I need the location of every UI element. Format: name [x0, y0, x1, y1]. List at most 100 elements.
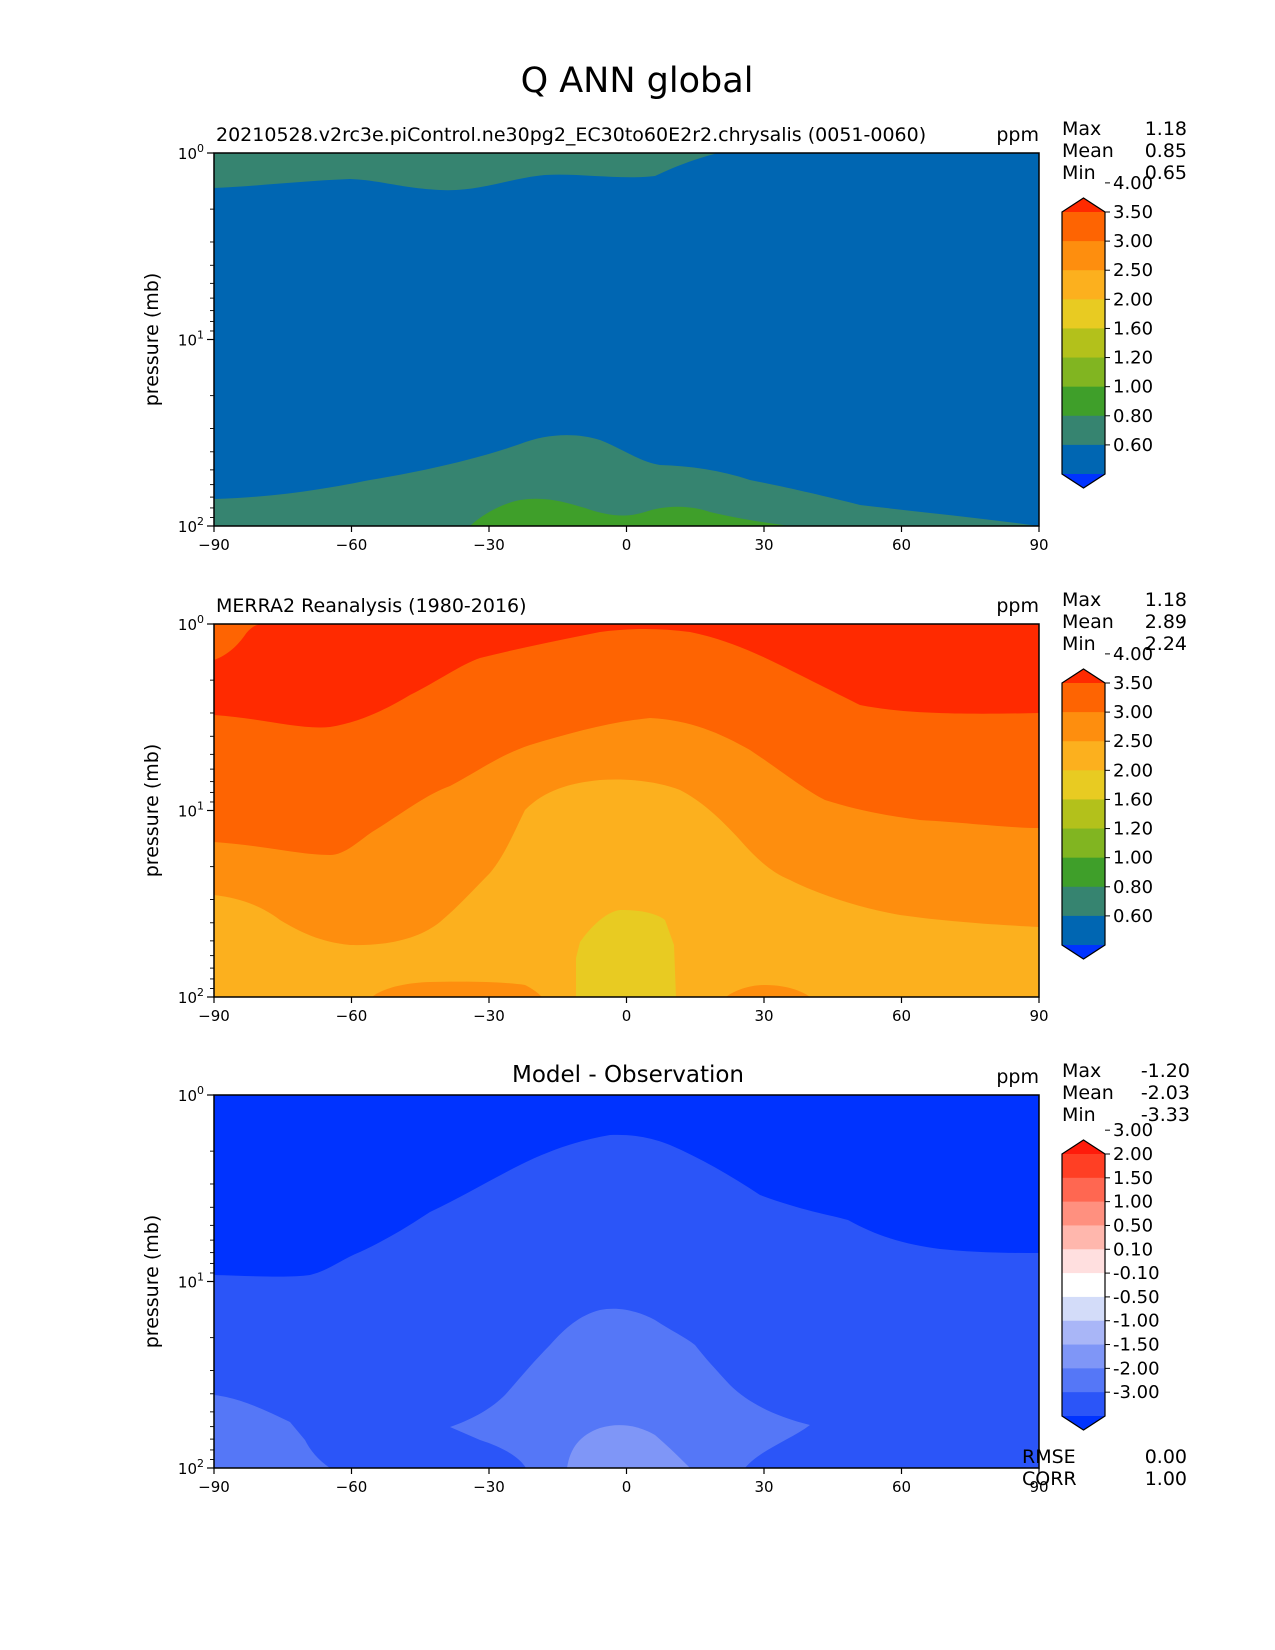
x-tick-label: 90 — [1029, 1478, 1048, 1496]
colorbar-swatch — [1062, 444, 1105, 475]
colorbar-label: 1.20 — [1113, 348, 1153, 369]
colorbar-label: 1.20 — [1113, 819, 1153, 840]
contour-level-3-00-patch-north — [726, 985, 810, 997]
y-tick-label: 101 — [178, 1271, 204, 1292]
stats-block: Max 1.18 Mean 0.85 Min 0.65 — [1062, 118, 1187, 184]
stat-value: 1.18 — [1145, 589, 1187, 611]
colorbar-label: 3.50 — [1113, 202, 1153, 223]
x-tick-label: −60 — [336, 536, 368, 554]
y-axis-label: pressure (mb) — [141, 1215, 163, 1349]
colorbar-extension-min — [1062, 945, 1105, 959]
colorbar-label: 2.50 — [1113, 260, 1153, 281]
y-tick-label: 102 — [178, 515, 204, 536]
colorbar-label: 2.00 — [1113, 760, 1153, 781]
colorbar-label: 0.80 — [1113, 877, 1153, 898]
colorbar-swatch — [1062, 357, 1105, 388]
colorbar-label: -0.50 — [1113, 1287, 1160, 1308]
y-tick-label: 102 — [178, 986, 204, 1007]
colorbar-swatch — [1062, 1320, 1105, 1346]
colorbar-label: 3.00 — [1113, 1120, 1153, 1141]
colorbar-swatch — [1062, 212, 1105, 242]
colorbar-label: -2.00 — [1113, 1358, 1160, 1379]
colorbar-label: 4.00 — [1113, 644, 1153, 665]
colorbar-label: 2.50 — [1113, 731, 1153, 752]
x-tick-label: −90 — [198, 1478, 230, 1496]
colorbar-swatch — [1062, 1225, 1105, 1250]
colorbar-label: 2.00 — [1113, 1144, 1153, 1165]
colorbar-swatch — [1062, 915, 1105, 946]
stat-label: Max — [1062, 589, 1101, 611]
stat-value: 2.24 — [1145, 633, 1187, 655]
x-tick-label: −30 — [473, 1007, 505, 1025]
colorbar-label: 1.60 — [1113, 318, 1153, 339]
contour-field-model — [214, 153, 1039, 526]
y-axis-label: pressure (mb) — [141, 273, 163, 407]
stat-value: -2.03 — [1141, 1082, 1190, 1104]
contour-level-0-80-bottom — [214, 435, 1039, 526]
rmse-label: RMSE — [1022, 1446, 1076, 1468]
colorbar-swatch — [1062, 1154, 1105, 1179]
stats-block: Max -1.20 Mean -2.03 Min -3.33 — [1062, 1060, 1190, 1126]
x-tick-label: −30 — [473, 1478, 505, 1496]
x-tick-label: 60 — [892, 1478, 911, 1496]
stat-label: Mean — [1062, 611, 1114, 633]
corr-label: CORR — [1022, 1468, 1077, 1490]
colorbar-label: -0.10 — [1113, 1263, 1160, 1284]
panel-title-left: MERRA2 Reanalysis (1980-2016) — [216, 595, 527, 617]
x-tick-label: 90 — [1029, 536, 1048, 554]
colorbar-outline — [1061, 197, 1106, 489]
x-tick-label: 30 — [754, 1478, 773, 1496]
x-tick-label: 30 — [754, 536, 773, 554]
panel-model: −90 −60 −30 0 30 60 90 100 101 102 pressure (mb) 2… — [141, 118, 1187, 554]
colorbar-outline — [1061, 668, 1106, 960]
axes-difference: −90 −60 −30 0 30 60 90 100 101 102 pressure (mb) — [141, 1084, 1049, 1496]
colorbar-label: 0.60 — [1113, 435, 1153, 456]
x-tick-label: 60 — [892, 1007, 911, 1025]
x-tick-label: −60 — [336, 1478, 368, 1496]
colorbar-extension-max — [1062, 669, 1105, 683]
colorbar-label: -3.00 — [1113, 1382, 1160, 1403]
contour-level-1-00-bottom — [470, 498, 790, 526]
colorbar-swatch — [1062, 828, 1105, 859]
colorbar-swatch — [1062, 1368, 1105, 1393]
stat-label: Max — [1062, 118, 1101, 140]
colorbar-label: 0.10 — [1113, 1239, 1153, 1260]
colorbar-label: 1.00 — [1113, 848, 1153, 869]
units-label: ppm — [996, 595, 1039, 617]
colorbar-outline — [1061, 1139, 1106, 1431]
stat-label: Min — [1062, 1104, 1096, 1126]
extra-stats-block: RMSE 0.00 CORR 1.00 — [1022, 1446, 1187, 1490]
contour-field-difference — [214, 1095, 1039, 1468]
colorbar-swatch — [1062, 770, 1105, 800]
contour-level-minus-1-50 — [567, 1425, 690, 1468]
x-tick-label: 0 — [622, 1007, 632, 1025]
colorbar-swatch — [1062, 415, 1105, 446]
panel-title-center: Model - Observation — [512, 1062, 744, 1088]
colorbar-swatch — [1062, 1177, 1105, 1203]
colorbar-swatch — [1062, 799, 1105, 830]
y-tick-label: 101 — [178, 800, 204, 821]
colorbar-swatch — [1062, 741, 1105, 771]
y-tick-label: 102 — [178, 1457, 204, 1478]
units-label: ppm — [996, 1066, 1039, 1088]
colorbar-swatch — [1062, 241, 1105, 271]
x-tick-label: 30 — [754, 1007, 773, 1025]
colorbar-difference: -3.00-2.00-1.50-1.00-0.50-0.100.100.501.… — [1061, 1120, 1160, 1431]
colorbar-label: 0.80 — [1113, 406, 1153, 427]
stats-block: Max 1.18 Mean 2.89 Min 2.24 — [1062, 589, 1187, 655]
contour-level-minus-2-00 — [214, 1308, 810, 1468]
colorbar-label: -1.00 — [1113, 1311, 1160, 1332]
colorbar-swatch — [1062, 1344, 1105, 1369]
colorbar-swatch — [1062, 712, 1105, 742]
axes-model: −90 −60 −30 0 30 60 90 100 101 102 pressure (mb) — [141, 142, 1049, 554]
contour-level-3-00-patch-south — [372, 981, 542, 997]
contour-field-observation — [214, 624, 1039, 997]
y-axis-label: pressure (mb) — [141, 744, 163, 878]
colorbar-extension-max — [1062, 198, 1105, 212]
colorbar-swatch — [1062, 1201, 1105, 1226]
colorbar-swatch — [1062, 1296, 1105, 1322]
y-tick-label: 100 — [178, 142, 204, 163]
stat-value: -1.20 — [1141, 1060, 1190, 1082]
x-tick-label: −90 — [198, 536, 230, 554]
